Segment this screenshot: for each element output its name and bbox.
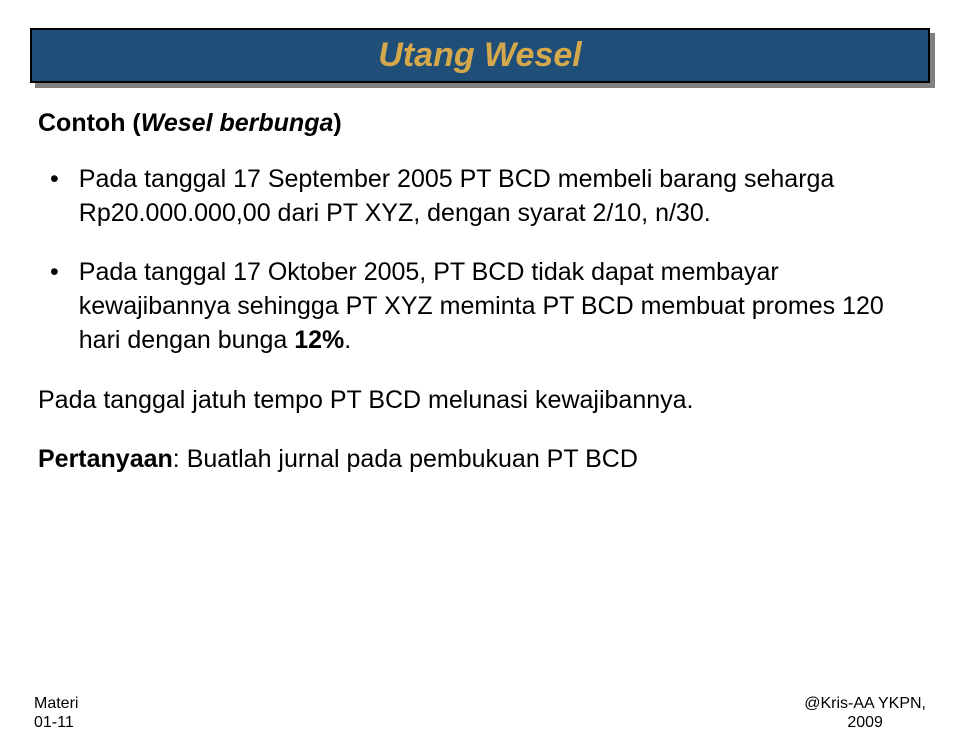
footer-right-line2: 2009 [804, 713, 926, 732]
bullet-text-2: Pada tanggal 17 Oktober 2005, PT BCD tid… [79, 256, 922, 357]
subtitle-close: ) [333, 109, 341, 137]
title-bar: Utang Wesel [30, 28, 930, 83]
footer-left-line2: 01-11 [34, 713, 78, 732]
content-area: Contoh (Wesel berbunga) • Pada tanggal 1… [0, 83, 960, 477]
question-text: : Buatlah jurnal pada pembukuan PT BCD [173, 445, 638, 473]
subtitle-main: Contoh ( [38, 109, 141, 137]
title-container: Utang Wesel [30, 28, 930, 83]
footer-left: Materi 01-11 [34, 694, 78, 732]
bullet2-main: Pada tanggal 17 Oktober 2005, PT BCD tid… [79, 258, 884, 354]
footer-right: @Kris-AA YKPN, 2009 [804, 694, 926, 732]
title-text: Utang Wesel [378, 36, 581, 74]
question-label: Pertanyaan [38, 445, 173, 473]
footer-left-line1: Materi [34, 694, 78, 713]
bullet-text-1: Pada tanggal 17 September 2005 PT BCD me… [79, 163, 922, 231]
footer-right-line1: @Kris-AA YKPN, [804, 694, 926, 713]
bullet-marker: • [50, 163, 59, 231]
bullet-item-1: • Pada tanggal 17 September 2005 PT BCD … [38, 163, 922, 231]
subtitle-italic: Wesel berbunga [141, 109, 334, 137]
paragraph-1: Pada tanggal jatuh tempo PT BCD melunasi… [38, 384, 922, 418]
question-paragraph: Pertanyaan: Buatlah jurnal pada pembukua… [38, 443, 922, 477]
bullet-marker: • [50, 256, 59, 357]
bullet-item-2: • Pada tanggal 17 Oktober 2005, PT BCD t… [38, 256, 922, 357]
bullet2-bold: 12% [294, 326, 344, 354]
subtitle: Contoh (Wesel berbunga) [38, 107, 922, 141]
bullet2-end: . [344, 326, 351, 354]
